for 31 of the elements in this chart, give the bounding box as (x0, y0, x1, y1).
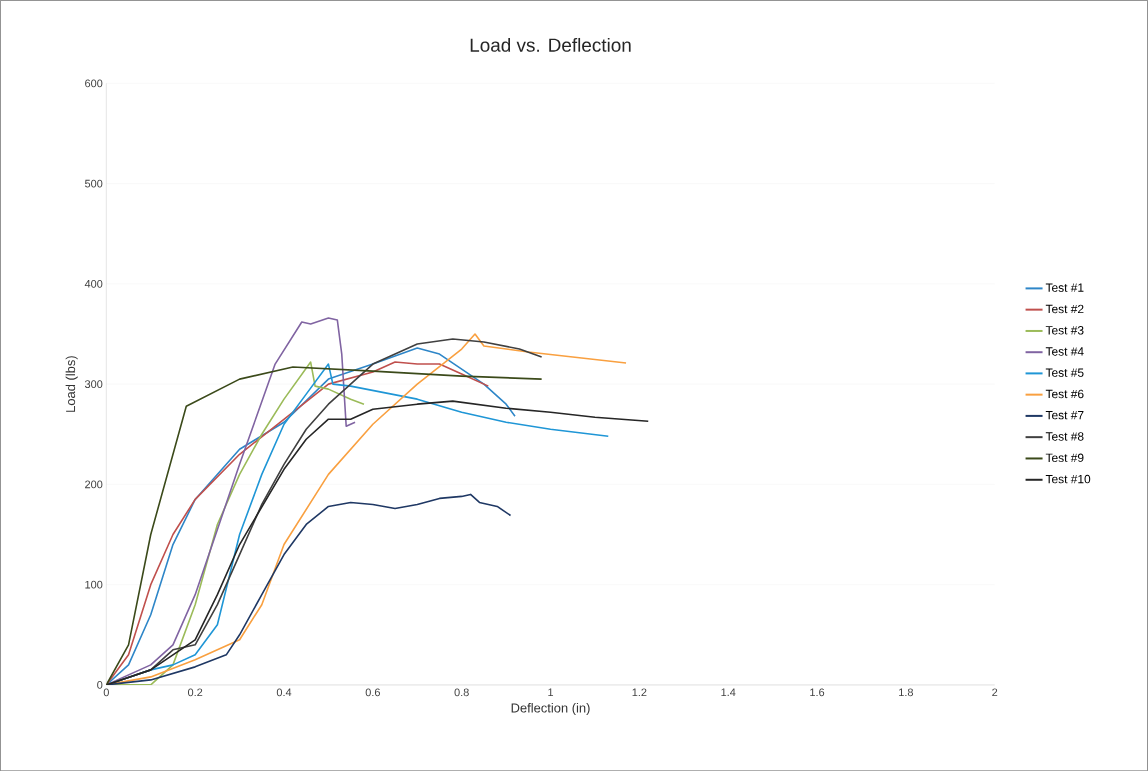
x-tick-label: 0.8 (454, 688, 469, 697)
x-tick-label: 1.4 (721, 688, 736, 696)
x-tick-label: 0.4 (276, 688, 292, 697)
chart-title: Load vs. Deflection (470, 37, 631, 52)
y-tick-label: 500 (84, 179, 103, 188)
x-tick-label: 0.2 (187, 688, 203, 697)
legend-label: Test #8 (1045, 432, 1084, 441)
y-tick-label: 600 (85, 79, 103, 88)
legend-label: Test #4 (1045, 347, 1084, 356)
x-tick-label: 0.6 (365, 688, 380, 697)
legend-label: Test #5 (1045, 368, 1084, 377)
legend-label: Test #3 (1045, 325, 1084, 335)
y-tick-label: 200 (85, 480, 103, 489)
x-tick-label: 2 (992, 688, 998, 696)
legend-label: Test #6 (1045, 389, 1084, 399)
y-tick-label: 0 (97, 680, 103, 689)
y-tick-label: 400 (84, 279, 103, 288)
x-axis-title: Deflection (in) (511, 702, 590, 715)
x-tick-label: 0 (103, 688, 109, 697)
x-tick-label: 1.2 (632, 688, 647, 696)
x-tick-label: 1 (548, 688, 554, 696)
x-tick-label: 1.8 (899, 688, 914, 697)
x-tick-label: 1.6 (810, 688, 825, 697)
y-tick-label: 100 (85, 580, 103, 589)
legend-label: Test #10 (1045, 474, 1091, 484)
legend-label: Test #1 (1045, 283, 1084, 292)
legend-label: Test #2 (1045, 304, 1084, 314)
legend-label: Test #7 (1045, 410, 1084, 420)
y-tick-label: 300 (84, 380, 103, 388)
legend-label: Test #9 (1045, 453, 1084, 462)
y-axis-title: Load (lbs) (65, 356, 78, 412)
